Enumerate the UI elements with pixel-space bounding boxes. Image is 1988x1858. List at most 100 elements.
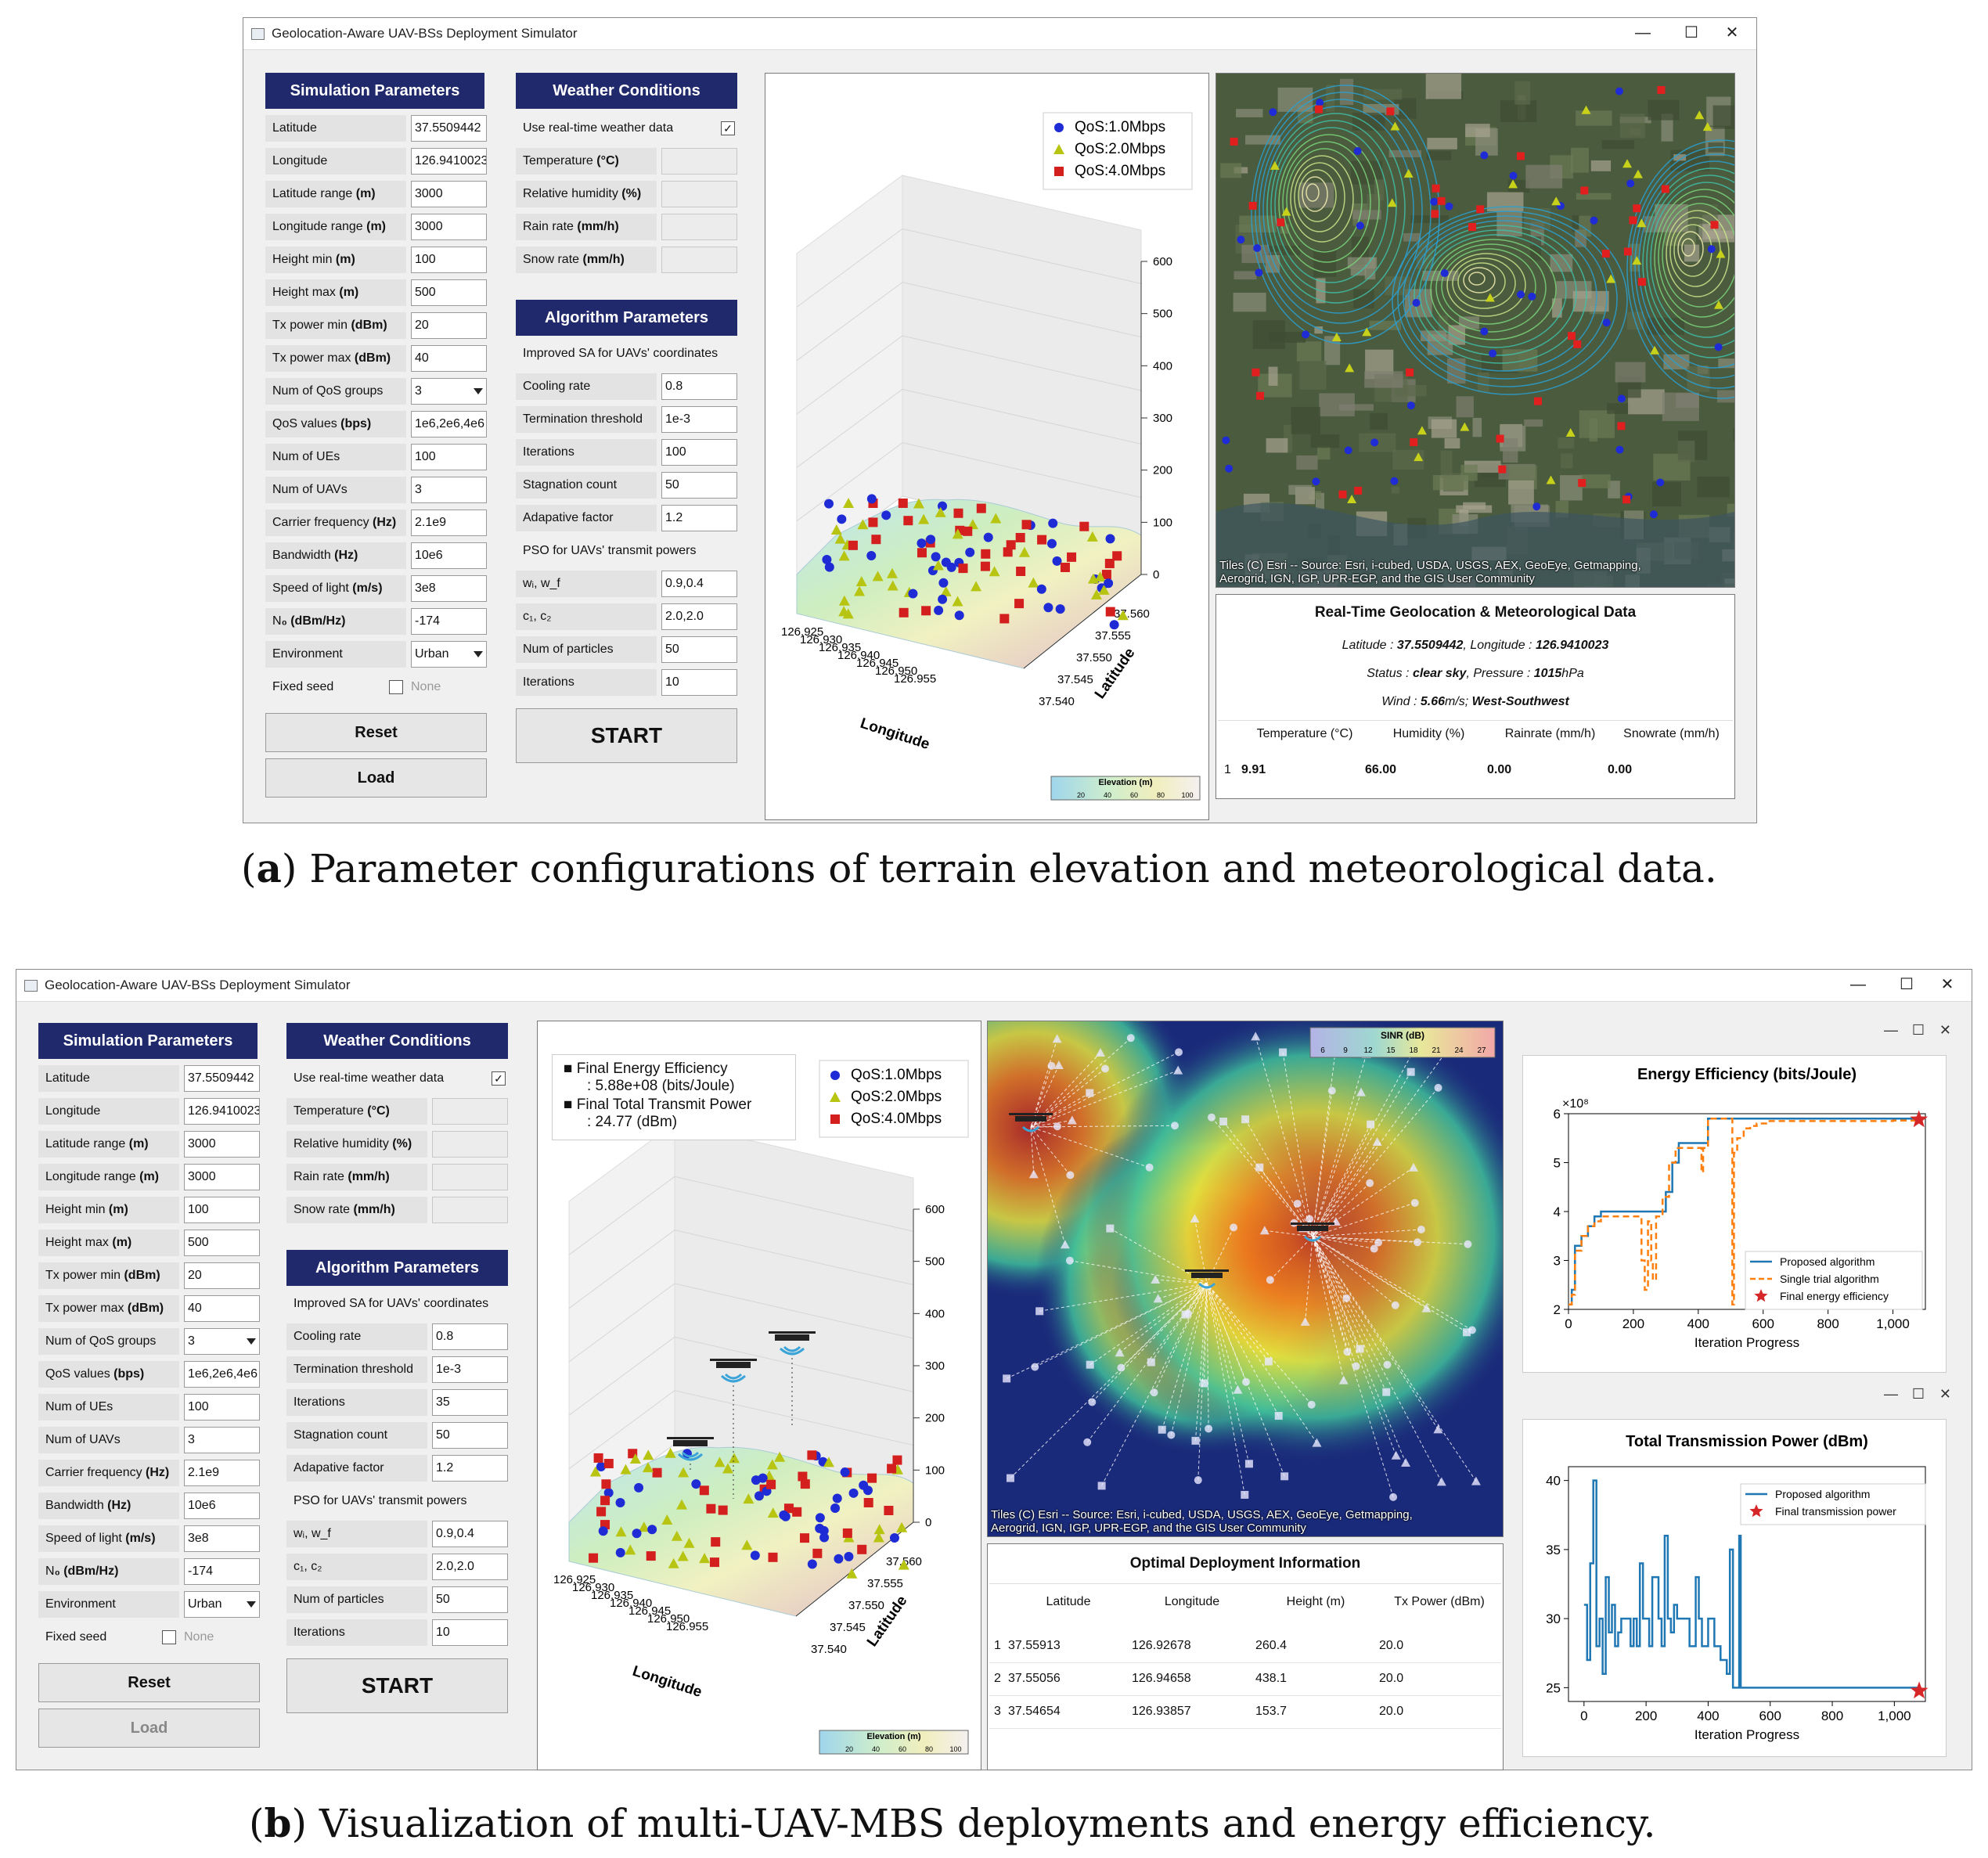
param-input[interactable]: -174 <box>184 1558 260 1585</box>
maximize-icon[interactable]: ☐ <box>1684 24 1698 41</box>
param-input[interactable]: 100 <box>184 1197 260 1223</box>
geo-table-row[interactable]: 1 9.91 66.00 0.00 0.00 <box>1218 758 1733 782</box>
minimize-icon[interactable]: — <box>1884 1386 1898 1402</box>
param-input[interactable]: 40 <box>411 345 487 372</box>
algo-input[interactable]: 1.2 <box>432 1455 508 1482</box>
param-label: Tx power min (dBm) <box>265 312 406 339</box>
param-input[interactable]: 500 <box>184 1230 260 1256</box>
param-input[interactable]: 20 <box>184 1262 260 1289</box>
load-button[interactable]: Load <box>265 758 487 798</box>
close-icon[interactable]: ✕ <box>1939 1022 1951 1038</box>
energy-efficiency-chart[interactable]: Energy Efficiency (bits/Joule) 0 200 400 600… <box>1522 1055 1947 1373</box>
minimize-icon[interactable]: — <box>1850 976 1866 993</box>
weather-input[interactable] <box>661 214 737 240</box>
param-input[interactable]: 2.1e9 <box>411 510 487 536</box>
terrain-3d-plot[interactable]: 600 500 400 300 200 100 0 126.925 126.930 126.935… <box>765 73 1209 820</box>
param-dropdown[interactable]: Urban <box>184 1591 260 1618</box>
fixed-seed-checkbox[interactable] <box>389 680 403 694</box>
param-input[interactable]: 500 <box>411 279 487 306</box>
load-button[interactable]: Load <box>38 1709 260 1748</box>
start-button[interactable]: START <box>516 708 737 763</box>
param-input[interactable]: 10e6 <box>411 542 487 569</box>
param-input[interactable]: 2.1e9 <box>184 1460 260 1486</box>
param-input[interactable]: 3000 <box>411 181 487 207</box>
close-icon[interactable]: ✕ <box>1940 976 1954 993</box>
weather-input[interactable] <box>432 1098 508 1125</box>
weather-input[interactable] <box>432 1164 508 1190</box>
close-icon[interactable]: ✕ <box>1939 1386 1951 1402</box>
param-input[interactable]: 3e8 <box>411 575 487 602</box>
pso-input[interactable]: 50 <box>432 1586 508 1613</box>
param-input[interactable]: 37.5509442 <box>411 115 487 142</box>
deployment-row[interactable]: 2 37.55056 126.94658 438.1 20.0 <box>989 1664 1501 1696</box>
chevron-down-icon[interactable] <box>247 1338 256 1345</box>
algo-input[interactable]: 0.8 <box>432 1323 508 1350</box>
chevron-down-icon[interactable] <box>474 651 483 657</box>
param-input[interactable]: 3 <box>184 1427 260 1453</box>
pso-input[interactable]: 10 <box>661 669 737 696</box>
param-input[interactable]: 3 <box>411 477 487 503</box>
param-input[interactable]: -174 <box>411 608 487 635</box>
deployment-row[interactable]: 3 37.54654 126.93857 153.7 20.0 <box>989 1697 1501 1729</box>
param-input[interactable]: 1e6,2e6,4e6 <box>411 411 487 437</box>
maximize-icon[interactable]: ☐ <box>1911 1386 1925 1402</box>
ue-point-qos4 <box>596 1507 607 1517</box>
reset-button[interactable]: Reset <box>38 1663 260 1702</box>
weather-input[interactable] <box>432 1131 508 1158</box>
y-tick-label: 2 <box>1554 1302 1561 1317</box>
param-input[interactable]: 100 <box>184 1394 260 1421</box>
chevron-down-icon[interactable] <box>247 1601 256 1608</box>
minimize-icon[interactable]: — <box>1884 1022 1898 1038</box>
param-label: Latitude range (m) <box>265 181 406 207</box>
transmission-power-chart[interactable]: Total Transmission Power (dBm) 0 200 400 600… <box>1522 1419 1947 1757</box>
weather-contour-map[interactable]: Tiles (C) Esri -- Source: Esri, i-cubed,… <box>1215 73 1735 588</box>
maximize-icon[interactable]: ☐ <box>1900 976 1914 993</box>
algo-input[interactable]: 1e-3 <box>432 1356 508 1383</box>
pso-input[interactable]: 0.9,0.4 <box>432 1521 508 1547</box>
weather-input[interactable] <box>661 181 737 207</box>
weather-input[interactable] <box>432 1197 508 1223</box>
param-input[interactable]: 3000 <box>184 1164 260 1190</box>
close-icon[interactable]: ✕ <box>1725 24 1739 41</box>
algo-input[interactable]: 1.2 <box>661 505 737 531</box>
deployment-row[interactable]: 1 37.55913 126.92678 260.4 20.0 <box>989 1631 1501 1663</box>
fixed-seed-checkbox[interactable] <box>162 1630 176 1644</box>
param-input[interactable]: 20 <box>411 312 487 339</box>
pso-input[interactable]: 2.0,2.0 <box>432 1554 508 1580</box>
param-input[interactable]: 3000 <box>411 214 487 240</box>
sinr-heatmap[interactable]: SINR (dB) 6 9 12 15 18 21 24 27 Tiles (C) Esri -… <box>987 1021 1504 1537</box>
minimize-icon[interactable]: — <box>1635 24 1651 41</box>
algo-input[interactable]: 50 <box>432 1422 508 1449</box>
maximize-icon[interactable]: ☐ <box>1911 1022 1925 1038</box>
realtime-weather-checkbox[interactable]: ✓ <box>492 1071 506 1086</box>
param-input[interactable]: 3e8 <box>184 1525 260 1552</box>
param-input[interactable]: 126.9410023 <box>184 1098 260 1125</box>
param-input[interactable]: 126.9410023 <box>411 148 487 175</box>
pso-input[interactable]: 50 <box>661 636 737 663</box>
reset-button[interactable]: Reset <box>265 713 487 752</box>
algo-input[interactable]: 50 <box>661 472 737 499</box>
pso-input[interactable]: 0.9,0.4 <box>661 571 737 597</box>
param-dropdown[interactable]: Urban <box>411 641 487 668</box>
param-input[interactable]: 40 <box>184 1295 260 1322</box>
realtime-weather-checkbox[interactable]: ✓ <box>721 121 735 135</box>
algo-input[interactable]: 0.8 <box>661 373 737 400</box>
deployment-3d-plot[interactable]: 600 500 400 300 200 100 0 126.925 126.930 126.935… <box>537 1021 981 1770</box>
param-dropdown[interactable]: 3 <box>184 1328 260 1355</box>
start-button[interactable]: START <box>286 1658 508 1713</box>
pso-input[interactable]: 10 <box>432 1619 508 1646</box>
pso-input[interactable]: 2.0,2.0 <box>661 603 737 630</box>
param-dropdown[interactable]: 3 <box>411 378 487 405</box>
weather-input[interactable] <box>661 247 737 273</box>
algo-input[interactable]: 35 <box>432 1389 508 1416</box>
param-input[interactable]: 1e6,2e6,4e6 <box>184 1361 260 1388</box>
algo-input[interactable]: 100 <box>661 439 737 466</box>
chevron-down-icon[interactable] <box>474 388 483 394</box>
param-input[interactable]: 100 <box>411 444 487 470</box>
weather-input[interactable] <box>661 148 737 175</box>
param-input[interactable]: 37.5509442 <box>184 1065 260 1092</box>
param-input[interactable]: 10e6 <box>184 1493 260 1519</box>
algo-input[interactable]: 1e-3 <box>661 406 737 433</box>
param-input[interactable]: 100 <box>411 247 487 273</box>
param-input[interactable]: 3000 <box>184 1131 260 1158</box>
